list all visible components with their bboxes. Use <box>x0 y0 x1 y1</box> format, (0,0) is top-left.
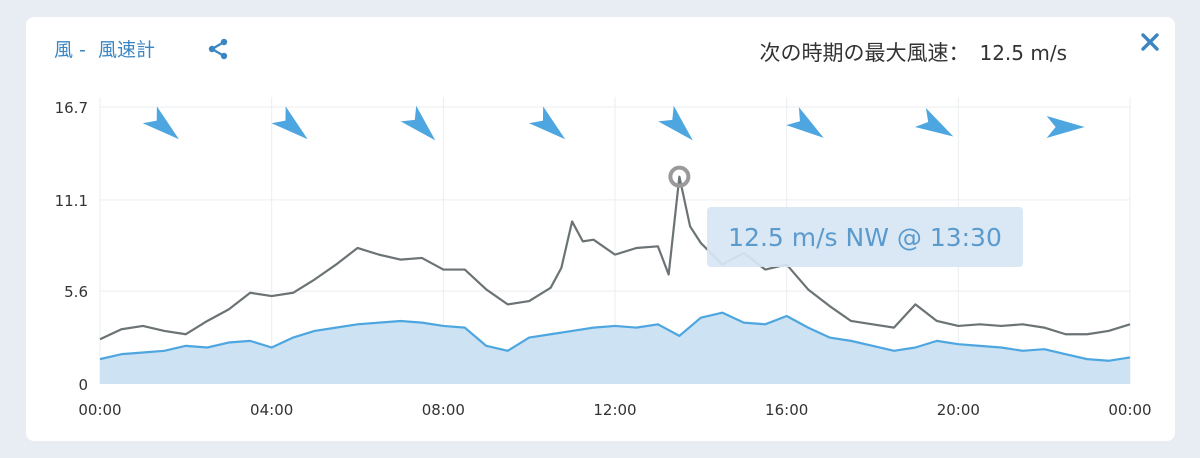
max-wind-info: 次の時期の最大風速： 12.5 m/s <box>759 37 1067 67</box>
data-tooltip: 12.5 m/s NW @ 13:30 <box>707 207 1023 267</box>
share-icon[interactable] <box>206 37 230 61</box>
widget-title: 風 - 風速計 <box>54 35 161 62</box>
y-tick-label: 0 <box>78 376 88 394</box>
wind-direction-arrow <box>528 106 566 140</box>
title-main: 風速計 <box>97 39 155 61</box>
wind-direction-arrow <box>400 105 436 141</box>
max-point-marker <box>668 165 691 188</box>
x-tick-label: 00:00 <box>78 401 121 419</box>
y-tick-label: 16.7 <box>55 99 88 117</box>
title-prefix: 風 - <box>54 39 86 61</box>
close-icon[interactable] <box>1139 31 1161 53</box>
average-area <box>100 312 1130 384</box>
y-tick-label: 11.1 <box>55 192 88 210</box>
x-tick-label: 08:00 <box>422 401 465 419</box>
wind-direction-arrow <box>658 105 693 141</box>
wind-direction-arrow <box>271 106 308 140</box>
x-tick-label: 12:00 <box>593 401 636 419</box>
x-tick-label: 00:00 <box>1108 401 1151 419</box>
x-tick-label: 16:00 <box>765 401 808 419</box>
wind-direction-arrow <box>142 106 179 140</box>
wind-direction-arrow <box>786 107 824 138</box>
wind-direction-arrow <box>914 107 954 137</box>
x-tick-label: 04:00 <box>250 401 293 419</box>
max-wind-value: 12.5 m/s <box>979 41 1067 65</box>
wind-chart-card: 風 - 風速計 次の時期の最大風速： 12.5 m/s 0 5.6 11.1 16.7 0… <box>26 17 1175 441</box>
tooltip-text: 12.5 m/s NW @ 13:30 <box>728 222 1002 252</box>
wind-direction-arrow <box>1046 116 1085 138</box>
x-tick-label: 20:00 <box>937 401 980 419</box>
y-tick-label: 5.6 <box>64 283 88 301</box>
max-wind-label: 次の時期の最大風速： <box>759 41 970 65</box>
